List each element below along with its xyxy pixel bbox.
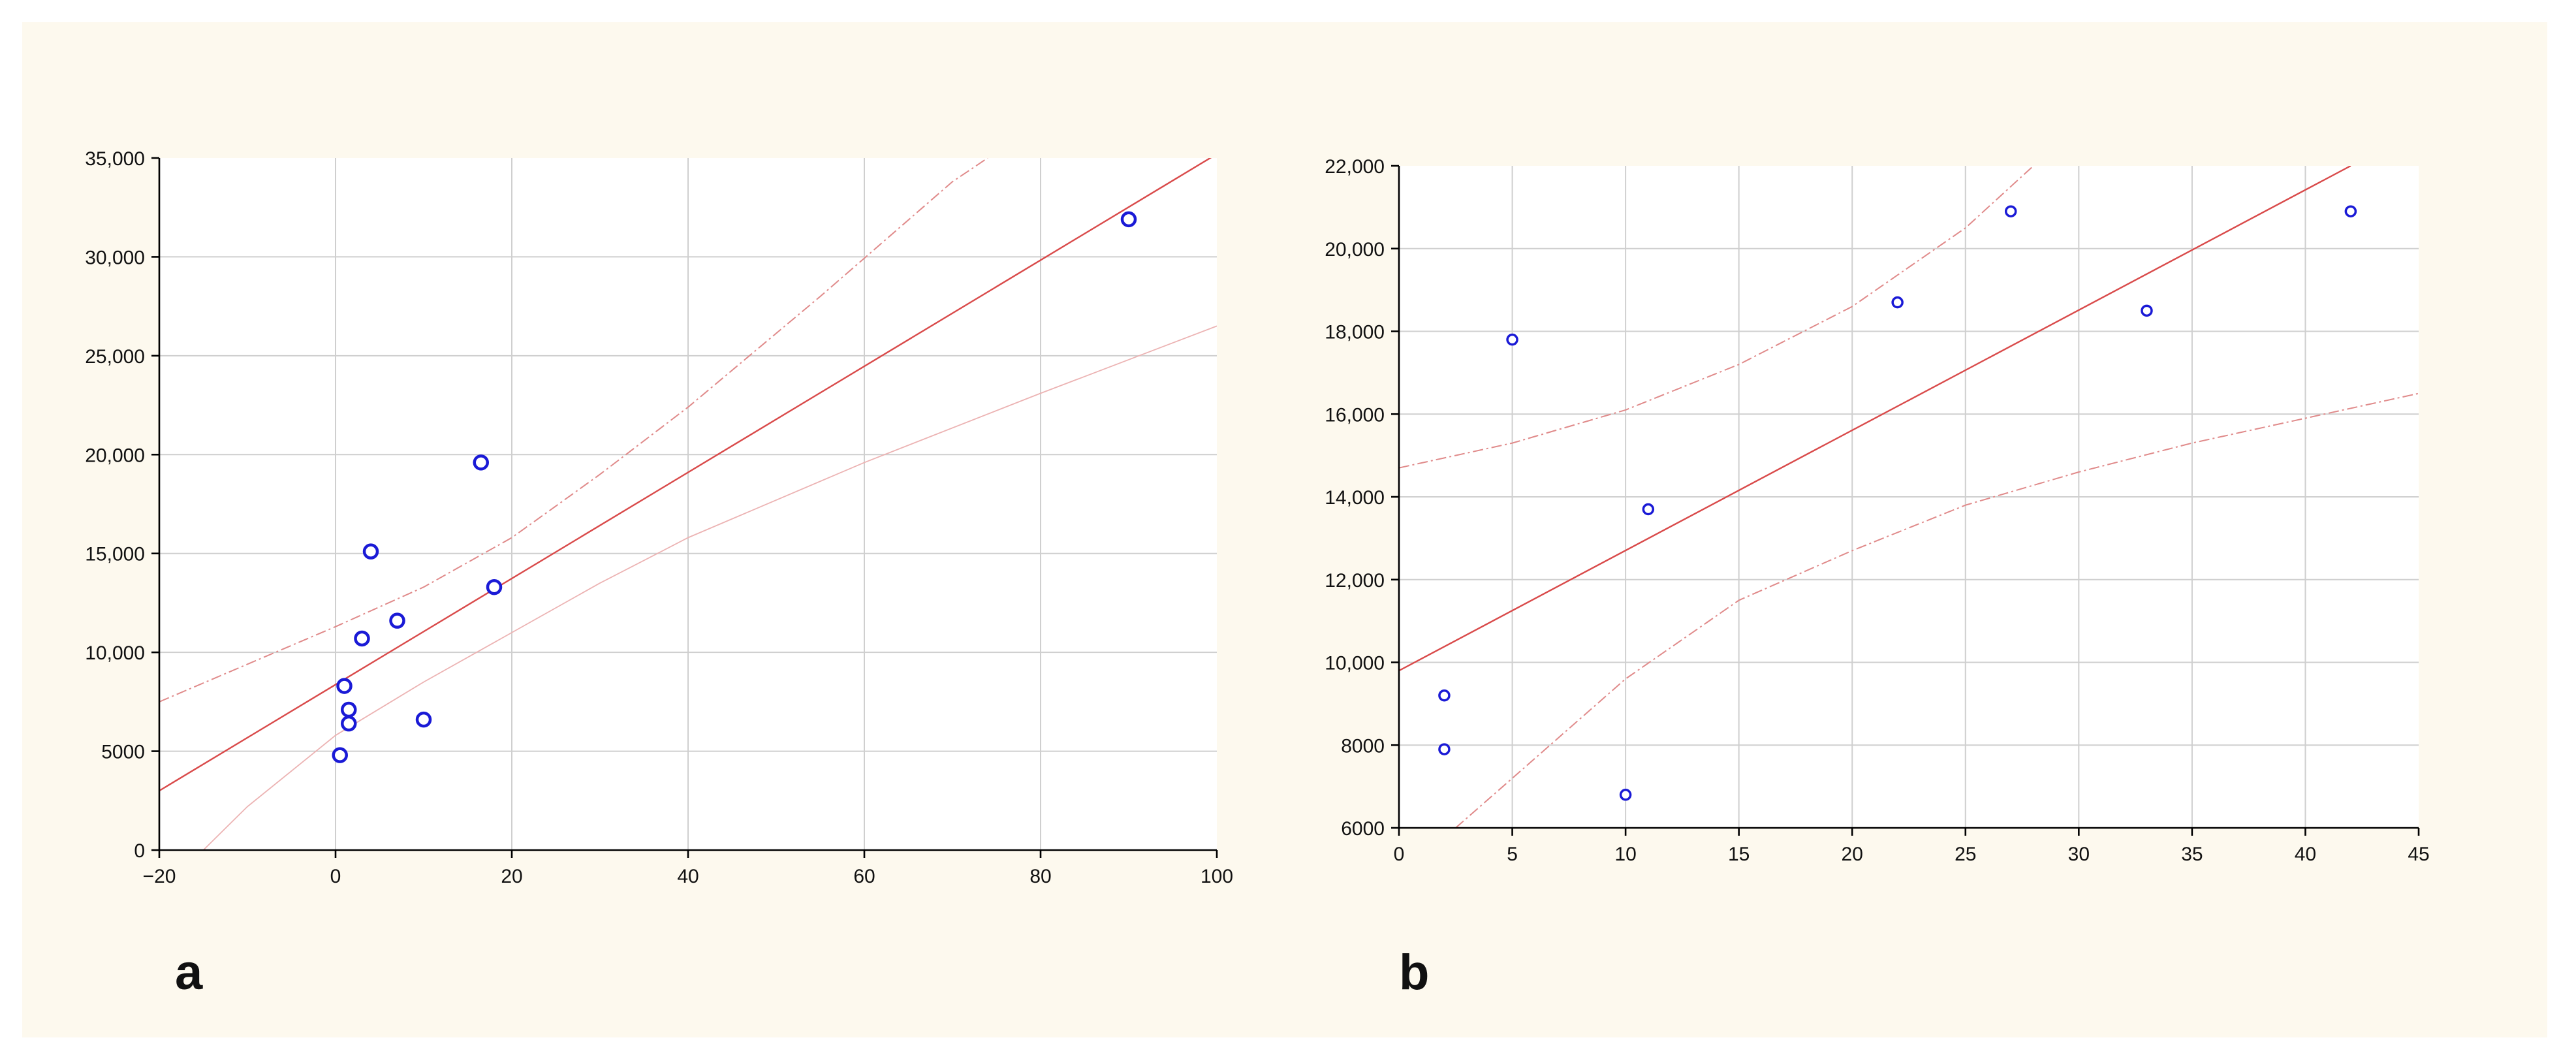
data-point-a [389, 612, 405, 629]
x-tick-label-a: 20 [501, 866, 522, 887]
data-point-b [2344, 205, 2357, 217]
data-point-a [362, 543, 379, 560]
data-point-a [415, 711, 432, 728]
data-point-b [1438, 689, 1451, 702]
x-tick-label-b: 5 [1507, 844, 1518, 865]
y-tick-label-a: 25,000 [85, 346, 145, 368]
data-point-b [1438, 743, 1451, 755]
x-tick-label-b: 15 [1728, 844, 1750, 865]
chart-a: −20 0 20 40 60 80 100 0 5000 10,000 15,000 20,000 25… [85, 148, 1233, 1000]
y-tick-label-a: 15,000 [85, 544, 145, 565]
y-tick-label-b: 20,000 [1325, 239, 1385, 261]
y-tick-label-b: 8000 [1341, 735, 1385, 757]
panel-label-a: a [175, 945, 203, 1000]
y-tick-label-b: 12,000 [1325, 570, 1385, 592]
x-tick-label-b: 10 [1614, 844, 1636, 865]
y-tick-label-a: 10,000 [85, 642, 145, 664]
x-tick-label-a: 80 [1029, 866, 1051, 887]
x-tick-label-b: 20 [1842, 844, 1863, 865]
x-tick-label-a: −20 [143, 866, 176, 887]
data-point-b [2141, 304, 2153, 317]
data-point-b [1891, 296, 1904, 309]
data-point-a [473, 454, 489, 471]
regression-line-a [159, 158, 1212, 792]
data-point-a [332, 747, 348, 763]
x-tick-label-a: 40 [677, 866, 699, 887]
x-tick-label-a: 100 [1201, 866, 1233, 887]
y-tick-label-b: 14,000 [1325, 487, 1385, 509]
x-tick-label-b: 0 [1394, 844, 1405, 865]
x-tick-label-b: 25 [1955, 844, 1976, 865]
y-tick-label-a: 5000 [101, 742, 145, 763]
y-tick-label-b: 22,000 [1325, 156, 1385, 178]
data-point-b [2004, 205, 2017, 217]
data-point-b [1619, 789, 1632, 801]
y-tick-label-b: 16,000 [1325, 404, 1385, 426]
y-tick-label-a: 35,000 [85, 148, 145, 170]
x-tick-label-a: 0 [330, 866, 341, 887]
x-tick-label-b: 40 [2295, 844, 2316, 865]
data-point-a [486, 578, 503, 595]
data-point-a [341, 701, 357, 718]
y-tick-label-a: 20,000 [85, 445, 145, 466]
y-tick-label-a: 0 [134, 840, 145, 862]
upper-confidence-band-a [159, 158, 988, 703]
panel-label-b: b [1399, 945, 1429, 1000]
fit-group-b [1399, 166, 2419, 828]
x-tick-label-b: 30 [2068, 844, 2090, 865]
regression-line-b [1399, 166, 2351, 672]
data-point-a [336, 678, 353, 694]
x-tick-label-b: 35 [2181, 844, 2203, 865]
y-tick-label-b: 10,000 [1325, 653, 1385, 674]
data-point-b [1642, 503, 1655, 516]
data-point-a [1120, 211, 1137, 228]
x-tick-label-a: 60 [853, 866, 875, 887]
upper-confidence-band-b [1399, 166, 2034, 469]
y-tick-label-b: 18,000 [1325, 322, 1385, 343]
data-point-b [1506, 333, 1518, 346]
y-tick-label-b: 6000 [1341, 818, 1385, 840]
x-tick-label-b: 45 [2408, 844, 2429, 865]
data-point-a [354, 630, 370, 647]
chart-b: 0 5 10 15 20 25 30 35 40 45 6000 8000 10,000 12,000 14… [1325, 156, 2429, 1000]
data-point-a [341, 715, 357, 732]
lower-confidence-band-a [202, 325, 1217, 850]
fit-group-a [159, 158, 1217, 850]
y-tick-label-a: 30,000 [85, 247, 145, 268]
